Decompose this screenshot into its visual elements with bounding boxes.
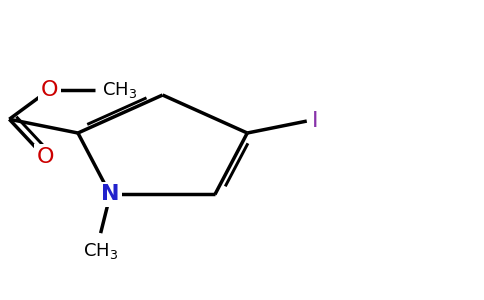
Text: N: N [101, 184, 120, 205]
Text: CH$_3$: CH$_3$ [103, 80, 137, 100]
Text: O: O [37, 147, 54, 167]
Text: I: I [312, 111, 318, 131]
Text: CH$_3$: CH$_3$ [83, 241, 118, 261]
Text: O: O [41, 80, 58, 100]
